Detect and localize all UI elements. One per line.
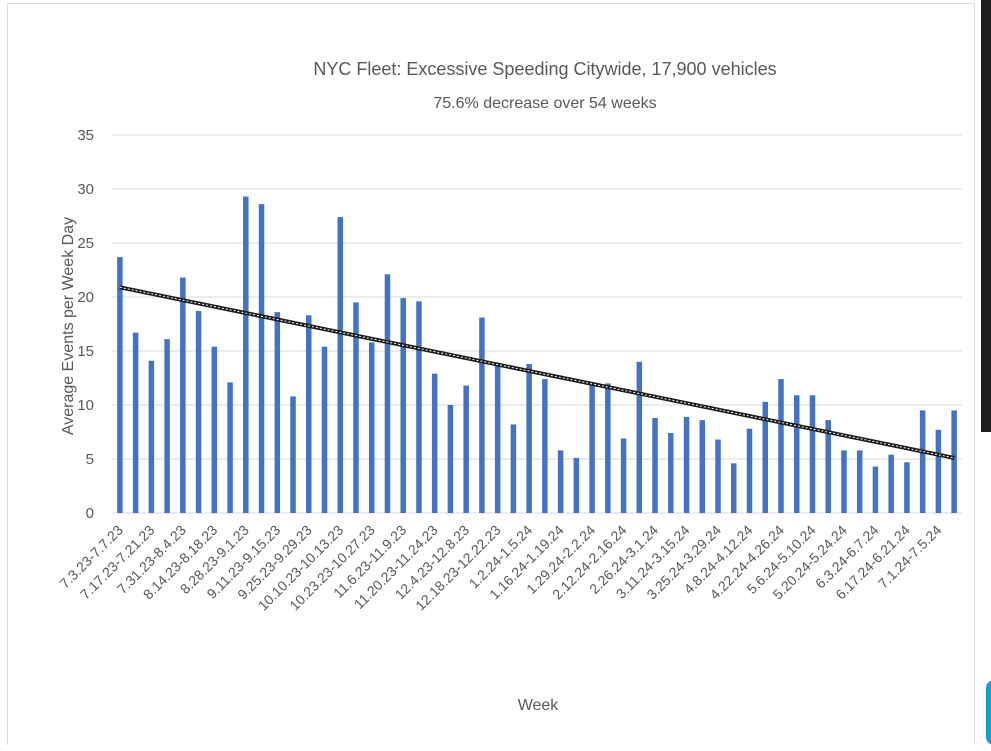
chart-frame: NYC Fleet: Excessive Speeding Citywide, …: [7, 3, 975, 745]
y-tick-label: 30: [77, 181, 94, 198]
bar: [951, 410, 957, 513]
window-edge-bar: [981, 0, 991, 432]
bar: [447, 405, 454, 513]
bar: [636, 361, 643, 513]
bar: [117, 257, 123, 513]
bar: [778, 379, 784, 513]
bar: [699, 420, 706, 513]
bar: [368, 342, 375, 513]
bar: [211, 346, 218, 513]
gridlines: [112, 134, 962, 514]
bar: [793, 395, 800, 513]
bar: [290, 396, 296, 513]
y-tick-label: 5: [86, 451, 94, 468]
y-axis-ticks: 0 5 10 15 20 25 30 35: [77, 127, 94, 522]
bar: [164, 339, 170, 513]
bar: [321, 346, 328, 513]
bar: [841, 450, 847, 513]
bar: [919, 410, 926, 513]
bar: [479, 317, 485, 513]
bar: [762, 401, 768, 513]
bar: [557, 450, 564, 513]
bar: [888, 454, 894, 513]
bar: [337, 217, 343, 513]
y-tick-label: 35: [77, 127, 94, 144]
bars: [117, 196, 957, 513]
bar: [935, 429, 942, 513]
bar: [148, 360, 155, 513]
chart-title: NYC Fleet: Excessive Speeding Citywide, …: [313, 59, 776, 79]
bar: [258, 204, 265, 513]
bar: [542, 379, 548, 513]
bar: [526, 363, 532, 513]
bar: [463, 385, 469, 513]
bar: [416, 301, 422, 513]
bar: [809, 395, 816, 513]
bar: [746, 428, 753, 513]
bar-chart: NYC Fleet: Excessive Speeding Citywide, …: [56, 59, 962, 714]
bar: [731, 463, 737, 513]
bar: [195, 311, 202, 513]
bar: [180, 277, 186, 513]
bar: [573, 457, 580, 513]
y-tick-label: 25: [77, 235, 94, 252]
trendline-group: [119, 285, 955, 460]
x-axis-ticks: 7.3.23-7.7.237.17.23-7.21.237.31.23-8.4.…: [56, 522, 944, 614]
bar: [384, 274, 391, 513]
bar: [620, 438, 627, 513]
bar: [227, 382, 233, 513]
bar: [306, 315, 312, 513]
y-tick-label: 20: [77, 289, 94, 306]
bar: [353, 302, 359, 513]
bar: [431, 373, 438, 513]
y-axis-label: Average Events per Week Day: [60, 217, 77, 435]
y-tick-label: 0: [86, 505, 94, 522]
bar: [400, 298, 406, 513]
window-edge-accent: [986, 680, 991, 745]
bar: [856, 450, 863, 513]
y-tick-label: 10: [77, 397, 94, 414]
x-axis-label: Week: [518, 697, 560, 714]
bar: [872, 466, 879, 513]
bar: [243, 196, 249, 513]
bar: [132, 332, 139, 513]
bar: [652, 417, 658, 513]
trendline-dots: [119, 286, 955, 459]
y-tick-label: 15: [77, 343, 94, 360]
bar: [510, 424, 517, 513]
bar: [605, 383, 611, 513]
bar: [825, 420, 831, 513]
bar: [668, 433, 674, 513]
bar: [589, 383, 595, 513]
bar: [904, 462, 910, 513]
bar: [683, 416, 690, 513]
bar: [274, 312, 281, 513]
bar: [715, 439, 721, 513]
bar: [494, 365, 501, 513]
chart-subtitle: 75.6% decrease over 54 weeks: [433, 95, 656, 112]
